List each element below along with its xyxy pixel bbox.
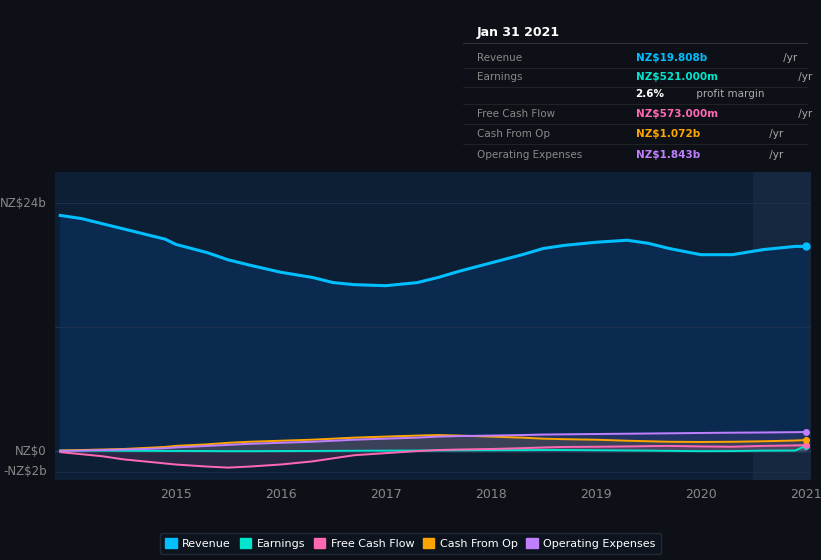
Text: /yr: /yr [781,53,798,63]
Text: NZ$573.000m: NZ$573.000m [635,109,718,119]
Text: NZ$24b: NZ$24b [0,197,47,209]
Text: -NZ$2b: -NZ$2b [3,465,47,478]
Text: 2.6%: 2.6% [635,89,664,99]
Bar [753,172,811,480]
Text: Earnings: Earnings [477,72,522,82]
Text: NZ$1.843b: NZ$1.843b [635,150,699,160]
Text: Free Cash Flow: Free Cash Flow [477,109,555,119]
Text: /yr: /yr [795,72,812,82]
Text: /yr: /yr [766,129,783,139]
Text: Operating Expenses: Operating Expenses [477,150,582,160]
Text: profit margin: profit margin [694,89,765,99]
Text: NZ$1.072b: NZ$1.072b [635,129,699,139]
Text: Jan 31 2021: Jan 31 2021 [477,26,560,39]
Text: NZ$0: NZ$0 [15,445,47,458]
Text: Revenue: Revenue [477,53,522,63]
Text: /yr: /yr [795,109,812,119]
Text: NZ$521.000m: NZ$521.000m [635,72,718,82]
Text: NZ$19.808b: NZ$19.808b [635,53,707,63]
Legend: Revenue, Earnings, Free Cash Flow, Cash From Op, Operating Expenses: Revenue, Earnings, Free Cash Flow, Cash … [160,533,661,554]
Text: Cash From Op: Cash From Op [477,129,550,139]
Text: /yr: /yr [766,150,783,160]
